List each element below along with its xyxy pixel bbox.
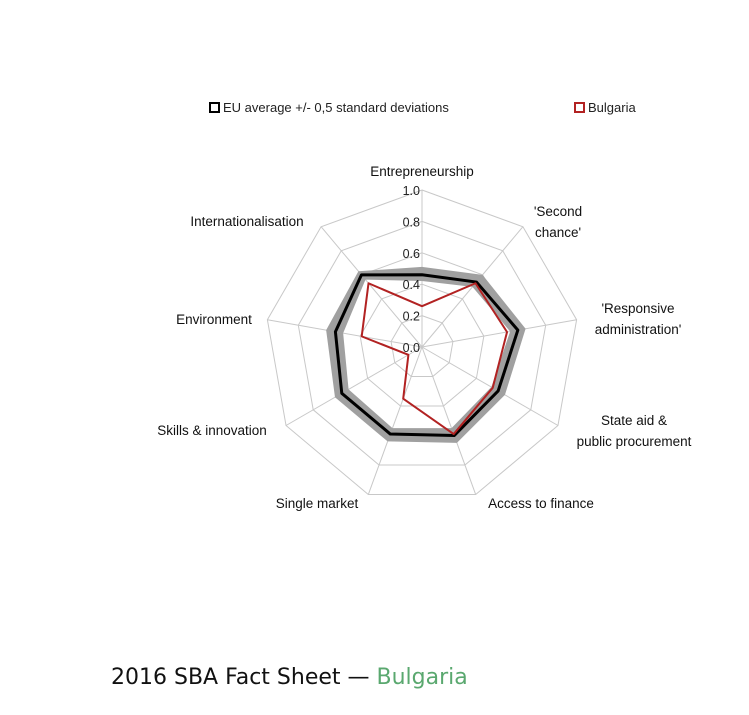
footer-title-text: 2016 SBA Fact Sheet — (111, 665, 377, 690)
footer-country: Bulgaria (376, 665, 468, 690)
axis-label-single-market: Single market (276, 496, 359, 511)
legend-label-eu: EU average +/- 0,5 standard deviations (223, 100, 449, 115)
axis-label-state-aid-line2: public procurement (577, 434, 692, 449)
grid-spoke (267, 319, 423, 348)
axis-label-second-chance: 'Second (534, 204, 582, 219)
series-lines (333, 273, 520, 438)
axis-label-access-to-finance: Access to finance (488, 496, 594, 511)
grid-spoke (320, 226, 423, 348)
legend-swatch-bulgaria (574, 102, 585, 113)
legend: EU average +/- 0,5 standard deviations B… (209, 100, 636, 115)
axis-label-second-chance-line2: chance' (535, 225, 581, 240)
grid-ring (297, 220, 547, 466)
grid-ring (390, 315, 454, 378)
tick-label: 0.8 (403, 215, 420, 229)
radar-chart: 0.0 0.2 0.4 0.6 0.8 1.0 EU average +/- 0,5 st… (157, 100, 691, 511)
radial-tick-labels: 0.0 0.2 0.4 0.6 0.8 1.0 (403, 184, 420, 355)
axis-label-skills-innovation: Skills & innovation (157, 423, 267, 438)
tick-label: 0.6 (403, 247, 420, 261)
axis-label-environment: Environment (176, 312, 252, 327)
grid-spoke (421, 346, 477, 495)
eu-band (326, 266, 526, 443)
legend-label-bulgaria: Bulgaria (588, 100, 636, 115)
legend-swatch-eu (209, 102, 220, 113)
axis-labels: Entrepreneurship 'Second chance' 'Respon… (157, 164, 691, 511)
grid-spoke (421, 319, 577, 348)
axis-label-state-aid: State aid & (601, 413, 667, 428)
tick-label: 0.0 (403, 341, 420, 355)
series-line-bulgaria (360, 282, 509, 436)
grid-ring (266, 189, 578, 496)
tick-label: 0.4 (403, 278, 420, 292)
axis-label-entrepreneurship: Entrepreneurship (370, 164, 474, 179)
footer-title: 2016 SBA Fact Sheet — Bulgaria (111, 665, 468, 690)
axis-label-internationalisation: Internationalisation (190, 214, 303, 229)
tick-label: 1.0 (403, 184, 420, 198)
tick-label: 0.2 (403, 310, 420, 324)
series-line-eu-average (333, 273, 520, 438)
grid-spoke (285, 346, 423, 426)
grid-spoke (421, 346, 559, 426)
axis-label-responsive-administration: 'Responsive (601, 301, 674, 316)
grid-ring (359, 283, 485, 407)
grid-spoke (367, 346, 423, 495)
axis-label-responsive-administration-line2: administration' (595, 322, 682, 337)
eu-band-area (326, 266, 526, 443)
radar-grid (266, 189, 578, 496)
